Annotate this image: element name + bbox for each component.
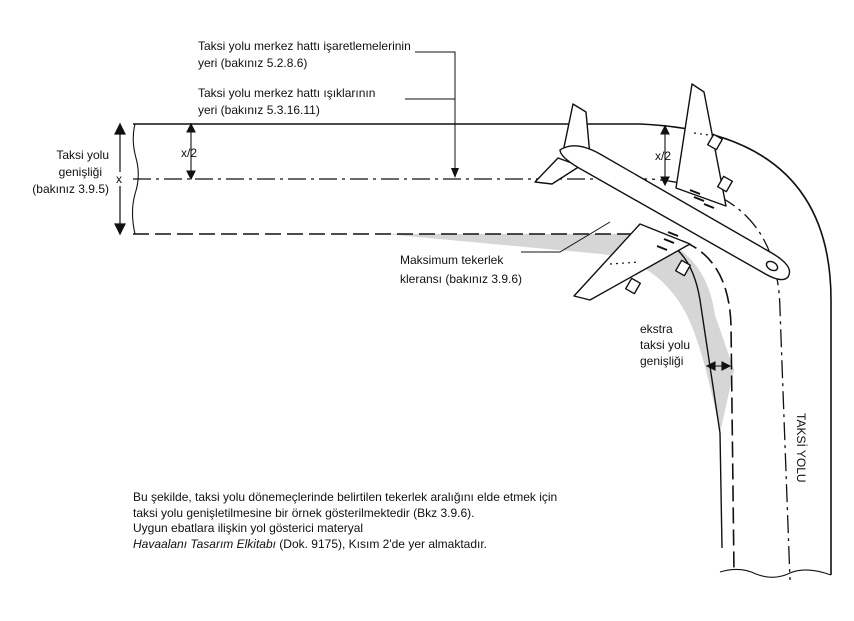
taxiway-width-label-line3: (bakınız 3.9.5) — [32, 182, 109, 196]
wingtip-dotted-lines — [609, 132, 717, 265]
break-line-bottom — [719, 568, 832, 578]
note-line-2: taksi yolu genişletilmesine bir örnek gö… — [133, 505, 475, 520]
taxiway-width-label-line1: Taksi yolu — [56, 148, 109, 162]
taxiway-vertical-label: TAKSİ YOLU — [794, 413, 808, 483]
half-width-label-left: x/2 — [181, 146, 197, 160]
extra-width-label-line2: taksi yolu — [640, 338, 690, 352]
extra-width-arrow — [705, 361, 732, 371]
max-wheel-clearance-label-line2: kleransı (bakınız 3.9.6) — [400, 272, 522, 286]
max-wheel-clearance-label-line1: Maksimum tekerlek — [400, 253, 504, 267]
half-width-dimension-right — [660, 124, 670, 187]
landing-gear-marks — [656, 189, 715, 251]
centerline-lights-label-line2: yeri (bakınız 5.3.16.11) — [198, 103, 320, 117]
centerline-lights-label-line1: Taksi yolu merkez hattı ışıklarının — [198, 86, 375, 100]
width-x-label: x — [116, 172, 122, 186]
note-line-4: Havaalanı Tasarım Elkitabı (Dok. 9175), … — [133, 537, 653, 553]
taxiway-width-label-line2: genişliği — [59, 165, 102, 179]
aircraft-icon — [534, 83, 791, 301]
figure-note: Bu şekilde, taksi yolu dönemeçlerinde be… — [133, 490, 653, 552]
note-line-1: Bu şekilde, taksi yolu dönemeçlerinde be… — [133, 490, 558, 504]
taxiway-outer-edge — [133, 123, 832, 575]
taxiway-centerline — [133, 178, 791, 581]
centerline-leader-arrowhead — [451, 168, 459, 178]
extra-width-label-line1: ekstra — [640, 322, 673, 336]
note-manual-title: Havaalanı Tasarım Elkitabı — [133, 536, 276, 551]
extra-width-label-line3: genişliği — [640, 354, 683, 368]
centerline-marking-label-line1: Taksi yolu merkez hattı işaretlemelerini… — [198, 39, 411, 53]
width-dimension — [114, 122, 126, 236]
half-width-label-right: x/2 — [655, 149, 671, 163]
leader-lines — [405, 51, 611, 253]
half-width-dimension-left — [186, 122, 196, 181]
note-line-3: Uygun ebatlara ilişkin yol gösterici mat… — [133, 521, 364, 535]
note-line-4-rest: (Dok. 9175), Kısım 2'de yer almaktadır. — [275, 536, 488, 551]
centerline-marking-label-line2: yeri (bakınız 5.2.8.6) — [198, 56, 307, 70]
break-line-left — [131, 123, 139, 235]
